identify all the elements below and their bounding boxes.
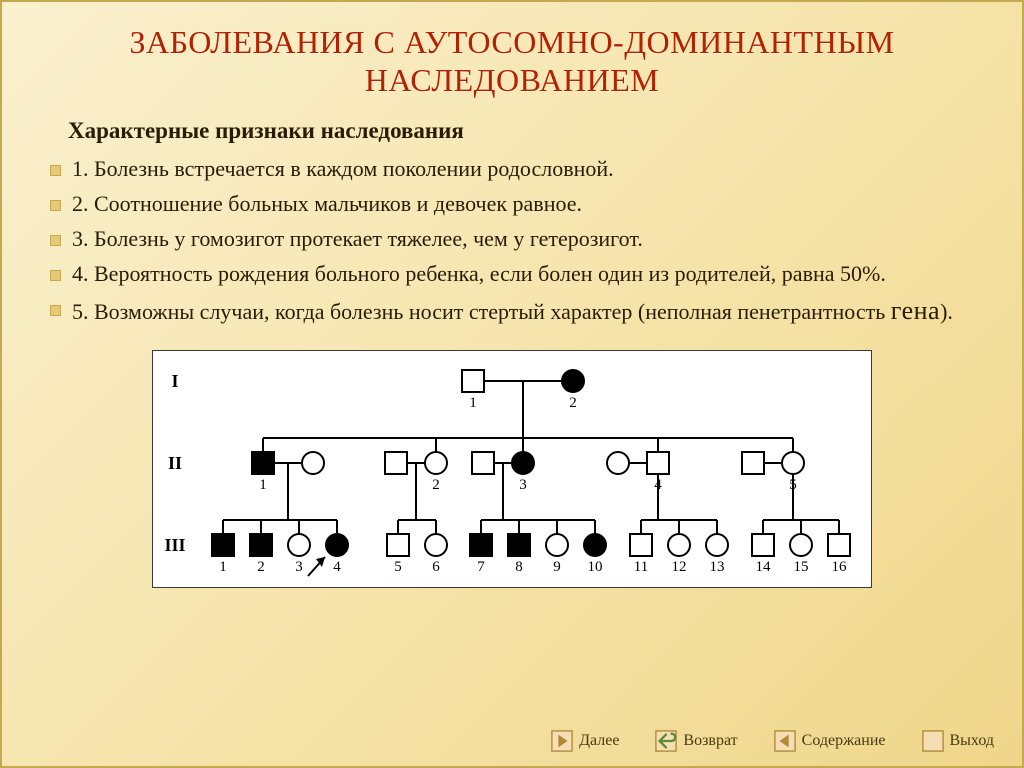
subtitle: Характерные признаки наследования — [68, 118, 986, 144]
pedigree-svg: IIIIII121234512345678910111213141516 — [153, 351, 873, 589]
exit-icon — [922, 730, 944, 752]
title-line-2: НАСЛЕДОВАНИЕМ — [365, 62, 660, 98]
svg-text:I: I — [171, 371, 178, 391]
svg-text:4: 4 — [333, 559, 341, 575]
svg-text:6: 6 — [432, 559, 440, 575]
svg-text:11: 11 — [634, 559, 648, 575]
svg-text:2: 2 — [257, 559, 265, 575]
svg-text:4: 4 — [654, 477, 662, 493]
contents-label: Содержание — [802, 732, 886, 750]
svg-text:1: 1 — [469, 395, 477, 411]
svg-text:9: 9 — [553, 559, 561, 575]
navbar: Далее Возврат Содержание Выход — [551, 730, 994, 752]
contents-icon — [774, 730, 796, 752]
svg-text:2: 2 — [569, 395, 577, 411]
contents-button[interactable]: Содержание — [774, 730, 886, 752]
svg-text:10: 10 — [588, 559, 603, 575]
svg-text:5: 5 — [394, 559, 402, 575]
next-label: Далее — [579, 732, 619, 750]
svg-text:II: II — [168, 453, 182, 473]
list-item: 3. Болезнь у гомозигот протекает тяжелее… — [44, 224, 986, 253]
svg-text:13: 13 — [710, 559, 725, 575]
next-button[interactable]: Далее — [551, 730, 619, 752]
list-item: 5. Возможны случаи, когда болезнь носит … — [44, 294, 986, 328]
slide-title: ЗАБОЛЕВАНИЯ С АУТОСОМНО-ДОМИНАНТНЫМ НАСЛ… — [38, 24, 986, 100]
next-icon — [551, 730, 573, 752]
feature-list: 1. Болезнь встречается в каждом поколени… — [44, 154, 986, 328]
list-item: 1. Болезнь встречается в каждом поколени… — [44, 154, 986, 183]
svg-text:3: 3 — [519, 477, 527, 493]
svg-text:15: 15 — [794, 559, 809, 575]
svg-text:16: 16 — [832, 559, 848, 575]
exit-button[interactable]: Выход — [922, 730, 995, 752]
list-item-text: 5. Возможны случаи, когда болезнь носит … — [72, 299, 953, 324]
slide: ЗАБОЛЕВАНИЯ С АУТОСОМНО-ДОМИНАНТНЫМ НАСЛ… — [0, 0, 1024, 768]
back-button[interactable]: Возврат — [655, 730, 737, 752]
svg-text:12: 12 — [672, 559, 687, 575]
svg-text:III: III — [164, 535, 185, 555]
list-item: 2. Соотношение больных мальчиков и девоч… — [44, 189, 986, 218]
pedigree-figure: IIIIII121234512345678910111213141516 — [152, 350, 872, 588]
svg-text:14: 14 — [756, 559, 772, 575]
svg-text:3: 3 — [295, 559, 303, 575]
title-line-1: ЗАБОЛЕВАНИЯ С АУТОСОМНО-ДОМИНАНТНЫМ — [129, 24, 894, 60]
svg-text:2: 2 — [432, 477, 440, 493]
list-item: 4. Вероятность рождения больного ребенка… — [44, 259, 986, 288]
back-icon — [655, 730, 677, 752]
svg-text:7: 7 — [477, 559, 485, 575]
svg-text:1: 1 — [219, 559, 227, 575]
exit-label: Выход — [950, 732, 995, 750]
svg-text:8: 8 — [515, 559, 523, 575]
svg-text:5: 5 — [789, 477, 797, 493]
svg-text:1: 1 — [259, 477, 267, 493]
back-label: Возврат — [683, 732, 737, 750]
